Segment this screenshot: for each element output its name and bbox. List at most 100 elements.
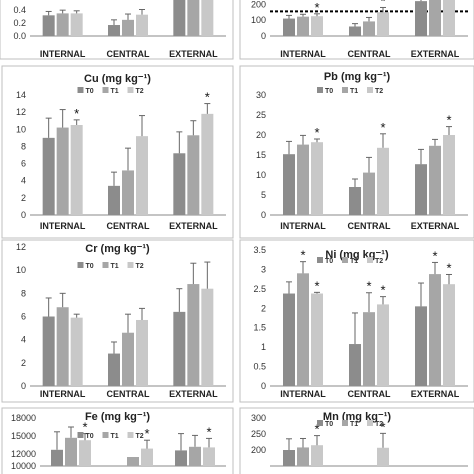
y-tick-label: 6 xyxy=(21,159,26,169)
bar-t2-internal xyxy=(70,125,83,215)
category-label: CENTRAL xyxy=(348,389,391,399)
legend-label: T2 xyxy=(375,421,383,428)
legend-swatch-t0 xyxy=(317,87,323,93)
category-label: INTERNAL xyxy=(40,49,86,59)
bar-t2-internal xyxy=(70,13,83,36)
bar-t0-external xyxy=(173,311,186,386)
bar-t2-internal xyxy=(311,445,323,466)
y-tick-label: 15000 xyxy=(11,431,36,441)
legend-label: T2 xyxy=(375,258,383,265)
y-tick-label: 8 xyxy=(21,141,26,151)
category-label: EXTERNAL xyxy=(411,49,460,59)
category-label: CENTRAL xyxy=(107,49,150,59)
y-tick-label: 0 xyxy=(261,210,266,220)
legend-swatch-t0 xyxy=(317,420,323,426)
category-label: CENTRAL xyxy=(348,49,391,59)
bar-t0-external xyxy=(175,450,187,466)
bar-t1-external xyxy=(187,0,200,37)
y-tick-label: 15 xyxy=(256,150,266,160)
panel-title: Ni (mg kg⁻¹) xyxy=(325,249,389,261)
y-tick-label: 0.5 xyxy=(253,362,266,372)
significance-star: * xyxy=(380,0,385,8)
legend-label: T2 xyxy=(375,88,383,95)
y-tick-label: 10 xyxy=(256,170,266,180)
bar-t2-external xyxy=(201,113,214,215)
legend-swatch-t1 xyxy=(102,432,109,438)
y-tick-label: 12000 xyxy=(11,449,36,459)
bar-t2-central xyxy=(377,447,389,466)
y-tick-label: 10 xyxy=(16,124,26,134)
y-tick-label: 4 xyxy=(21,176,26,186)
legend-label: T2 xyxy=(136,88,144,95)
bar-t2-central xyxy=(377,304,389,386)
legend-swatch-t1 xyxy=(342,420,348,426)
bar-t1-external xyxy=(429,274,441,386)
legend-label: T0 xyxy=(86,263,94,270)
bar-t0-external xyxy=(415,306,427,386)
y-tick-label: 10000 xyxy=(11,461,36,471)
bar-t1-central xyxy=(122,170,134,215)
y-tick-label: 3.5 xyxy=(253,245,266,255)
bar-t2-internal xyxy=(79,440,91,466)
legend-label: T2 xyxy=(136,263,144,270)
category-label: EXTERNAL xyxy=(411,389,460,399)
y-tick-label: 1.5 xyxy=(253,323,266,333)
significance-star: * xyxy=(446,260,451,275)
legend-label: T2 xyxy=(136,433,144,440)
significance-star: * xyxy=(380,283,385,298)
bar-t0-external xyxy=(173,0,186,37)
legend-label: T1 xyxy=(350,421,358,428)
significance-star: * xyxy=(205,90,210,105)
y-tick-label: 12 xyxy=(16,107,26,117)
legend-swatch-t0 xyxy=(317,257,323,263)
bar-t0-central xyxy=(349,26,361,36)
bar-t2-external xyxy=(203,447,215,466)
legend-swatch-t1 xyxy=(342,257,348,263)
panel-frame-5 xyxy=(239,239,474,403)
significance-star: * xyxy=(144,426,149,441)
bar-t0-internal xyxy=(42,316,55,386)
y-tick-label: 100 xyxy=(251,15,266,25)
panel-title: Cu (mg kg⁻¹) xyxy=(84,73,151,85)
bar-t0-internal xyxy=(283,18,295,36)
y-tick-label: 1 xyxy=(261,342,266,352)
y-tick-label: 10 xyxy=(16,265,26,275)
legend-swatch-t2 xyxy=(367,87,373,93)
y-tick-label: 14 xyxy=(16,90,26,100)
bar-t1-internal xyxy=(56,127,69,215)
panel-frame-4 xyxy=(1,239,234,403)
panel-title: Cr (mg kg⁻¹) xyxy=(85,243,150,255)
bar-t1-internal xyxy=(297,16,309,36)
bar-t1-internal xyxy=(65,437,77,466)
panel-title: Mn (mg kg⁻¹) xyxy=(323,411,391,423)
y-tick-label: 30 xyxy=(256,90,266,100)
legend-swatch-t0 xyxy=(77,432,84,438)
significance-star: * xyxy=(314,278,319,293)
legend-label: T0 xyxy=(325,421,333,428)
bar-t1-internal xyxy=(56,307,69,386)
bar-t1-internal xyxy=(297,447,309,466)
bar-t0-internal xyxy=(283,154,295,215)
bar-t2-internal xyxy=(311,16,323,36)
bar-t2-central xyxy=(377,147,389,215)
legend-label: T0 xyxy=(325,88,333,95)
bar-t1-external xyxy=(189,446,201,466)
legend-swatch-t2 xyxy=(127,87,134,93)
category-label: EXTERNAL xyxy=(169,221,218,231)
y-tick-label: 18000 xyxy=(11,413,36,423)
significance-star: * xyxy=(300,248,305,263)
legend-swatch-t1 xyxy=(102,262,109,268)
y-tick-label: 12 xyxy=(16,242,26,252)
panel-frame-1 xyxy=(239,0,474,60)
bar-t2-internal xyxy=(70,317,83,386)
bar-t1-external xyxy=(187,135,200,215)
bar-t0-central xyxy=(349,187,361,215)
panel-frame-2 xyxy=(1,65,234,239)
legend-label: T0 xyxy=(86,433,94,440)
legend-label: T1 xyxy=(111,263,119,270)
bar-t2-external xyxy=(443,0,455,36)
bar-t1-external xyxy=(187,284,200,386)
bar-t0-central xyxy=(349,344,361,386)
y-tick-label: 0 xyxy=(261,31,266,41)
